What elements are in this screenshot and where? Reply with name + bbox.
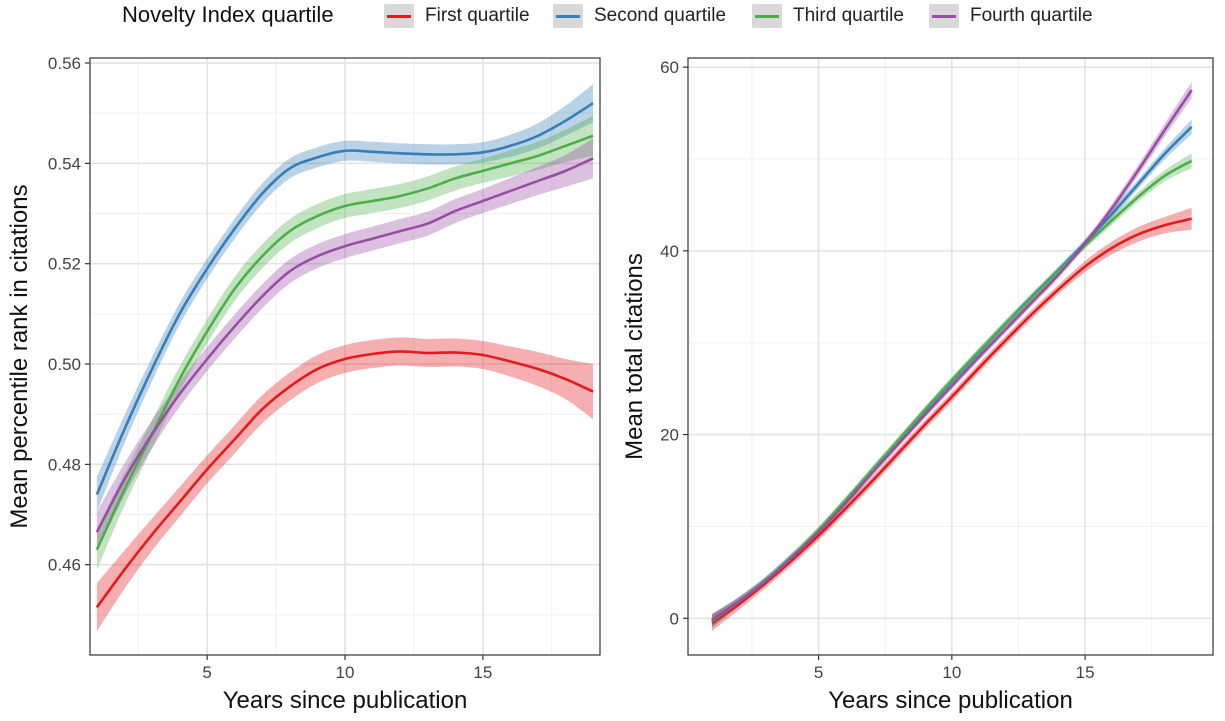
x-tick-label: 15	[473, 663, 492, 682]
legend-label-second-quartile: Second quartile	[594, 5, 727, 26]
legend-key-second-quartile	[553, 4, 583, 28]
y-tick-label: 60	[660, 58, 679, 77]
legend-line-third-quartile	[755, 15, 779, 18]
left-panel-percentile-rank: 5 10 15 0.46 0.48 0.50 0.52 0.54 0.56 Years since…	[6, 54, 601, 714]
x-tick-label: 10	[336, 663, 355, 682]
panel-background-right	[688, 58, 1213, 655]
panel-border-right	[687, 57, 1214, 656]
legend-label-third-quartile: Third quartile	[793, 5, 904, 26]
y-axis-title-right: Mean total citations	[621, 253, 648, 460]
confidence-band-second-quartile-left	[96, 84, 594, 513]
y-axis-title-left: Mean percentile rank in citations	[6, 184, 33, 528]
confidence-band-first-quartile-left	[96, 337, 594, 632]
y-tick-label: 0.46	[48, 556, 81, 575]
legend-line-second-quartile	[556, 15, 580, 18]
legend-line-first-quartile	[387, 15, 411, 18]
confidence-band-first-quartile-right	[711, 207, 1192, 632]
series-line-first-quartile-right	[711, 217, 1192, 624]
series-line-first-quartile-left	[95, 350, 594, 609]
legend-label-first-quartile: First quartile	[425, 5, 530, 26]
y-tick-label: 0.48	[48, 455, 81, 474]
series-line-third-quartile-left	[95, 134, 594, 551]
legend-key-first-quartile	[384, 4, 414, 28]
series-line-second-quartile-left	[95, 102, 594, 495]
legend-key-third-quartile	[752, 4, 782, 28]
series-line-fourth-quartile-right	[711, 89, 1193, 622]
x-axis-title-right: Years since publication	[828, 687, 1073, 714]
x-tick-label: 5	[202, 663, 211, 682]
legend-line-fourth-quartile	[932, 15, 956, 18]
y-tick-label: 20	[660, 426, 679, 445]
y-tick-label: 0	[670, 609, 679, 628]
right-panel-total-citations: 5 10 15 0 20 40 60 Years since publication Mean …	[621, 57, 1214, 714]
y-tick-label: 0.56	[48, 54, 81, 73]
legend-label-fourth-quartile: Fourth quartile	[970, 5, 1093, 26]
x-tick-label: 15	[1076, 663, 1095, 682]
y-tick-label: 0.52	[48, 255, 81, 274]
y-tick-label: 0.54	[48, 154, 81, 173]
legend-key-fourth-quartile	[929, 4, 959, 28]
y-tick-label: 40	[660, 242, 679, 261]
x-tick-label: 5	[814, 663, 823, 682]
x-tick-label: 10	[942, 663, 961, 682]
legend-title: Novelty Index quartile	[122, 2, 334, 27]
x-axis-title-left: Years since publication	[223, 687, 468, 714]
series-line-fourth-quartile-left	[95, 157, 594, 533]
legend: Novelty Index quartile First quartile Se…	[0, 0, 1225, 34]
y-tick-label: 0.50	[48, 355, 81, 374]
